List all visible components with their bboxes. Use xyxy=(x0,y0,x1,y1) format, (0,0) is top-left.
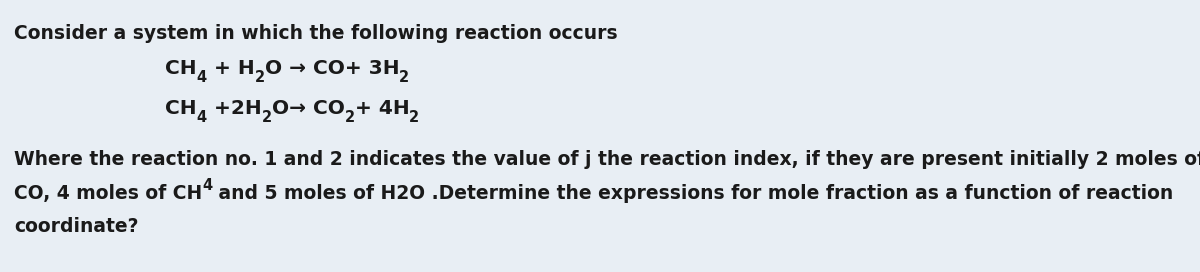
Text: 2: 2 xyxy=(409,110,420,125)
Text: 2: 2 xyxy=(254,70,265,85)
Text: and 5 moles of H2O .Determine the expressions for mole fraction as a function of: and 5 moles of H2O .Determine the expres… xyxy=(212,184,1174,203)
Text: +2H: +2H xyxy=(206,99,262,118)
Text: Where the reaction no. 1 and 2 indicates the value of j the reaction index, if t: Where the reaction no. 1 and 2 indicates… xyxy=(14,150,1200,169)
Text: CH: CH xyxy=(166,59,197,78)
Text: Consider a system in which the following reaction occurs: Consider a system in which the following… xyxy=(14,24,618,43)
Text: coordinate?: coordinate? xyxy=(14,217,138,236)
Text: CH: CH xyxy=(166,99,197,118)
Text: + 4H: + 4H xyxy=(355,99,409,118)
Text: + H: + H xyxy=(206,59,254,78)
Text: O → CO+ 3H: O → CO+ 3H xyxy=(265,59,400,78)
Text: 2: 2 xyxy=(262,110,271,125)
Text: O→ CO: O→ CO xyxy=(271,99,344,118)
Text: CO, 4 moles of CH: CO, 4 moles of CH xyxy=(14,184,203,203)
Text: 2: 2 xyxy=(344,110,355,125)
Text: 4: 4 xyxy=(197,110,206,125)
Text: 4: 4 xyxy=(197,70,206,85)
Text: 2: 2 xyxy=(400,70,409,85)
Text: 4: 4 xyxy=(203,178,212,193)
